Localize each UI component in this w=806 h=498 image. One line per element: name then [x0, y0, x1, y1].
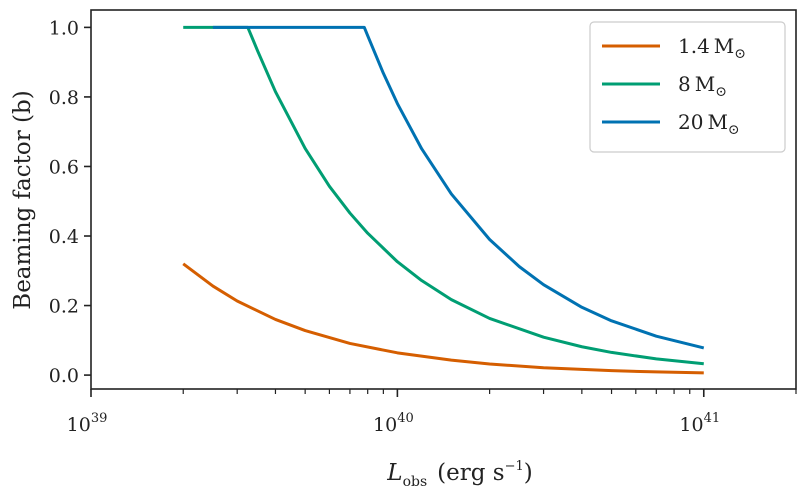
- x-axis-label: Lobs (erg s−1): [386, 459, 532, 490]
- x-minor-ticks: [182, 389, 797, 394]
- series-layer: [182, 25, 705, 375]
- y-tick-label: 0.8: [49, 87, 79, 109]
- legend: 1.4 M⊙ 8 M⊙ 20 M⊙: [589, 21, 786, 153]
- y-tick-label: 0.0: [49, 365, 79, 387]
- x-tick-label: 1039: [67, 411, 108, 436]
- legend-label: 20 M⊙: [678, 110, 740, 138]
- x-axis: 1039 1040 1041: [67, 389, 720, 436]
- x-tick-label: 1041: [679, 411, 720, 436]
- y-tick-label: 0.6: [49, 156, 79, 178]
- legend-label: 8 M⊙: [678, 72, 727, 100]
- y-tick-label: 0.2: [49, 296, 79, 318]
- legend-label: 1.4 M⊙: [678, 34, 746, 62]
- y-tick-label: 0.4: [49, 226, 79, 248]
- y-tick-label: 1.0: [49, 17, 79, 39]
- y-axis-label: Beaming factor (b): [10, 90, 36, 309]
- series-line-0: [182, 262, 704, 375]
- y-axis: 0.0 0.2 0.4 0.6 0.8 1.0: [49, 17, 91, 387]
- series-line-2: [212, 25, 705, 350]
- plot-frame: [90, 9, 797, 390]
- legend-box: [589, 21, 786, 153]
- x-tick-label: 1040: [373, 411, 414, 436]
